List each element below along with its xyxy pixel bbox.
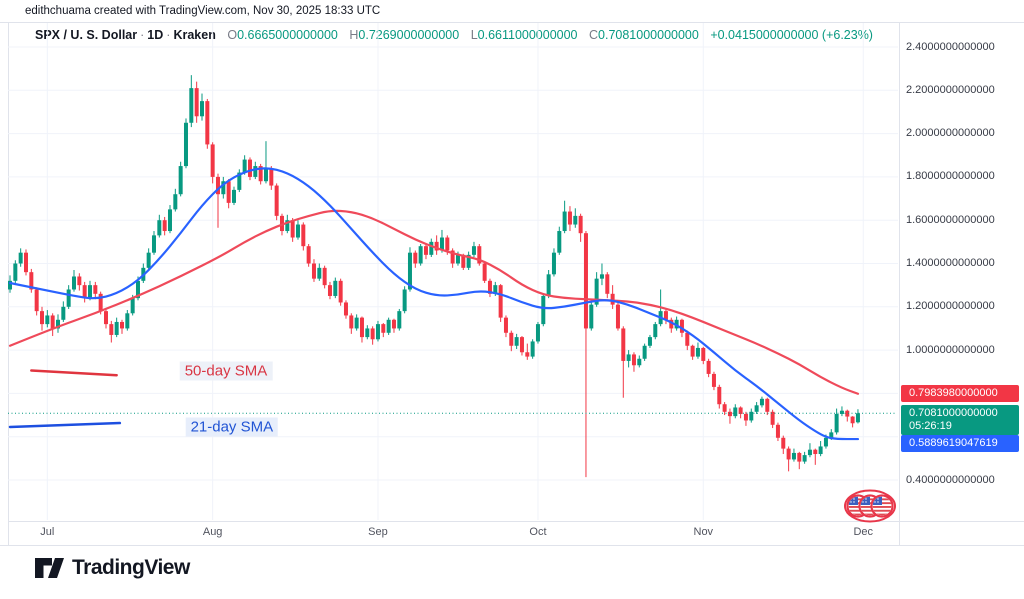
sma50-price-tag: 0.7983980000000 (901, 384, 1019, 402)
change-value: +0.0415000000000 (+6.23%) (710, 28, 873, 42)
price-tick-label[interactable]: 1.6000000000000 (906, 213, 995, 226)
open-label: O (227, 28, 238, 42)
interval-label[interactable]: 1D (147, 28, 164, 42)
open-value: 0.6665000000000 (237, 28, 338, 42)
high-label: H (349, 28, 359, 42)
pane-border-bottom (0, 545, 1024, 546)
sma21-annotation-label[interactable]: 21-day SMA (185, 417, 279, 437)
price-tick-label[interactable]: 1.0000000000000 (906, 343, 995, 356)
time-axis-divider (8, 521, 1024, 522)
low-value: 0.6611000000000 (477, 28, 578, 42)
brand-text: TradingView (72, 556, 190, 579)
sma21-price-tag: 0.5889619047619 (901, 435, 1019, 453)
pane-border-top (0, 22, 1024, 23)
time-axis-label[interactable]: Nov (693, 526, 714, 538)
chart-legend: SPX / U. S. Dollar · 1D · Kraken O0.66650000… (35, 28, 873, 42)
us-flag-circles-icon[interactable] (842, 488, 898, 524)
last-price-tag: 0.7081000000000 05:26:19 (901, 405, 1019, 436)
tradingview-mark-icon (35, 558, 64, 578)
price-tick-label[interactable]: 0.4000000000000 (906, 473, 995, 486)
separator: · (166, 28, 171, 42)
exchange-label: Kraken (173, 28, 216, 42)
price-tick-label[interactable]: 1.4000000000000 (906, 257, 995, 269)
tradingview-logo[interactable]: TradingView (34, 556, 190, 580)
price-tick-label[interactable]: 2.2000000000000 (906, 83, 995, 96)
time-axis-label[interactable]: Aug (202, 526, 223, 538)
close-value: 0.7081000000000 (598, 28, 699, 42)
low-label: L (470, 28, 478, 42)
time-axis-label[interactable]: Jul (40, 526, 55, 538)
sma50-annotation-label[interactable]: 50-day SMA (179, 361, 273, 381)
time-axis-label[interactable]: Dec (853, 526, 874, 538)
symbol-title[interactable]: SPX / U. S. Dollar (35, 28, 138, 42)
price-tick-label[interactable]: 2.0000000000000 (906, 127, 995, 140)
time-axis-label[interactable]: Sep (368, 526, 388, 538)
high-value: 0.7269000000000 (358, 28, 460, 42)
price-tick-label[interactable]: 2.4000000000000 (906, 40, 995, 53)
close-label: C (589, 28, 599, 42)
price-tick-label[interactable]: 1.8000000000000 (906, 170, 995, 183)
time-axis-label[interactable]: Oct (529, 526, 547, 538)
price-tick-label[interactable]: 1.2000000000000 (906, 300, 995, 313)
separator: · (140, 28, 145, 42)
price-axis-divider (899, 22, 900, 545)
attribution-text: edithchuama created with TradingView.com… (25, 5, 381, 17)
